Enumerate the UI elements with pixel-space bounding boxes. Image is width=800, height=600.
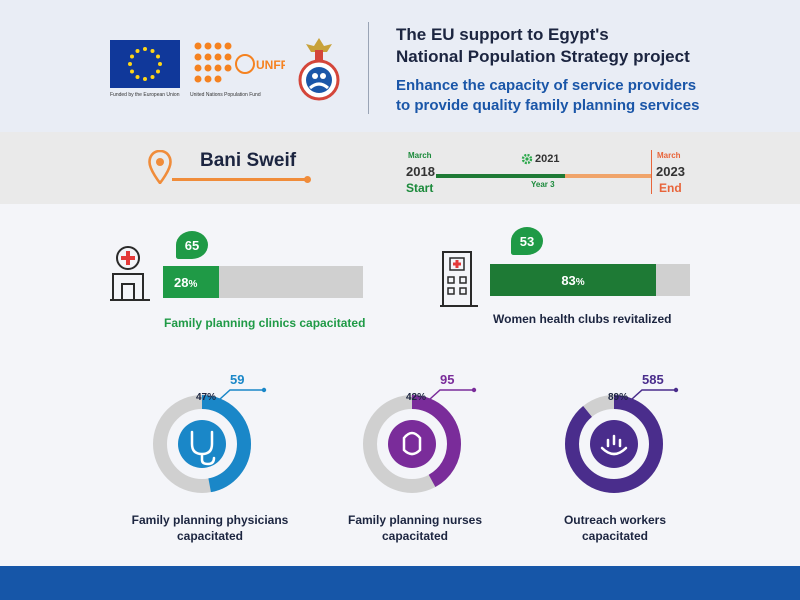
outreach-count: 585 (642, 372, 664, 387)
partner-logos: Funded by the European Union UNFPA Unite… (110, 36, 350, 106)
outreach-label: Outreach workers capacitated (530, 512, 700, 544)
physicians-count: 59 (230, 372, 245, 387)
health-clubs-bar-fill: 83% (490, 264, 656, 296)
timeline-end-year: 2023 (656, 164, 685, 179)
footer-bar (0, 566, 800, 600)
unfpa-logo: UNFPA (194, 42, 285, 83)
location-timeline-band (0, 132, 800, 204)
nurses-label-line-2: capacitated (381, 529, 449, 543)
location-pin-icon (148, 150, 172, 184)
clinics-percent: 28% (174, 274, 198, 290)
outreach-percent: 89% (608, 392, 629, 403)
governorate-underline-dot (304, 176, 311, 183)
nurses-percent: 42% (406, 392, 427, 403)
timeline-current-label: Year 3 (531, 180, 555, 189)
physicians-label-line-2: capacitated (176, 529, 244, 543)
clinics-bar-track: 28% (163, 266, 363, 298)
physicians-donut-arc (153, 395, 251, 493)
gear-icon (521, 153, 533, 165)
nurse-icon-glyph (402, 431, 422, 456)
nurses-count: 95 (440, 372, 455, 387)
health-clubs-bar-track: 83% (490, 264, 690, 296)
clinics-bar-fill: 28% (163, 266, 219, 298)
nurses-donut-arc (363, 395, 461, 493)
eu-star (128, 62, 132, 66)
timeline-current-year: 2021 (535, 153, 560, 165)
unfpa-caption: United Nations Population Fund (190, 92, 261, 98)
eu-star (155, 69, 160, 74)
physicians-label-line-1: Family planning physicians (131, 513, 289, 527)
nurses-label-line-1: Family planning nurses (347, 513, 483, 527)
outreach-pointer-line (631, 389, 676, 400)
project-subtitle-line-1: Enhance the capacity of service provider… (396, 77, 697, 94)
timeline-start-month: March (408, 151, 432, 160)
eu-star (150, 49, 155, 54)
health-club-building-icon (440, 251, 478, 307)
eu-star (135, 49, 140, 54)
project-title-line-2: National Population Strategy project (396, 47, 690, 66)
clinics-count-bubble: 65 (176, 231, 208, 259)
timeline-end-marker (651, 150, 652, 194)
ministry-of-health-emblem (298, 38, 340, 101)
eu-star (130, 54, 135, 59)
outreach-donut (565, 387, 679, 493)
nurses-label: Family planning nurses capacitated (320, 512, 510, 544)
svg-text:UNFPA: UNFPA (256, 58, 285, 72)
timeline-end-month: March (657, 151, 681, 160)
stethoscope-icon-glyph (190, 430, 216, 466)
eu-star (143, 47, 147, 51)
eu-star (158, 62, 162, 66)
eu-star (135, 74, 140, 79)
eu-caption: Funded by the European Union (110, 92, 180, 98)
nurse-icon (388, 420, 436, 468)
header-divider (368, 22, 369, 114)
physicians-pointer-line (219, 389, 264, 400)
nurses-pointer-dot (471, 387, 477, 393)
outreach-donut-arc (565, 395, 663, 493)
header: Funded by the European Union UNFPA Unite… (0, 0, 800, 132)
outreach-label-line-2: capacitated (581, 529, 649, 543)
physicians-pointer-dot (261, 387, 267, 393)
project-subtitle-line-2: to provide quality family planning servi… (396, 97, 700, 114)
eu-star (150, 74, 155, 79)
timeline-start-label: Start (406, 181, 434, 195)
physicians-percent: 47% (196, 392, 217, 403)
project-subtitle: Enhance the capacity of service provider… (396, 76, 776, 116)
project-title-line-1: The EU support to Egypt's (396, 25, 609, 44)
eu-star (143, 77, 147, 81)
eu-star (130, 69, 135, 74)
timeline-end-label: End (659, 181, 682, 195)
timeline-progress-done (436, 174, 565, 178)
health-clubs-percent: 83% (561, 272, 585, 288)
governorate-underline (172, 178, 308, 181)
nurses-pointer-line (429, 389, 474, 400)
eu-star (155, 54, 160, 59)
health-clubs-count-bubble: 53 (511, 227, 543, 255)
eu-flag-logo (110, 40, 180, 88)
clinic-building-icon (110, 246, 150, 301)
project-title: The EU support to Egypt's National Popul… (396, 24, 776, 68)
timeline-progress-remaining (565, 174, 651, 178)
nurses-donut (363, 387, 477, 493)
physicians-label: Family planning physicians capacitated (110, 512, 310, 544)
physicians-donut (153, 387, 267, 493)
stethoscope-icon (178, 420, 226, 468)
outreach-label-line-1: Outreach workers (563, 513, 667, 527)
family-care-icon-glyph (600, 434, 628, 456)
outreach-pointer-dot (673, 387, 679, 393)
clinics-label: Family planning clinics capacitated (164, 316, 366, 330)
governorate-name: Bani Sweif (200, 150, 297, 171)
timeline-start-year: 2018 (406, 164, 435, 179)
health-clubs-label: Women health clubs revitalized (493, 312, 672, 326)
